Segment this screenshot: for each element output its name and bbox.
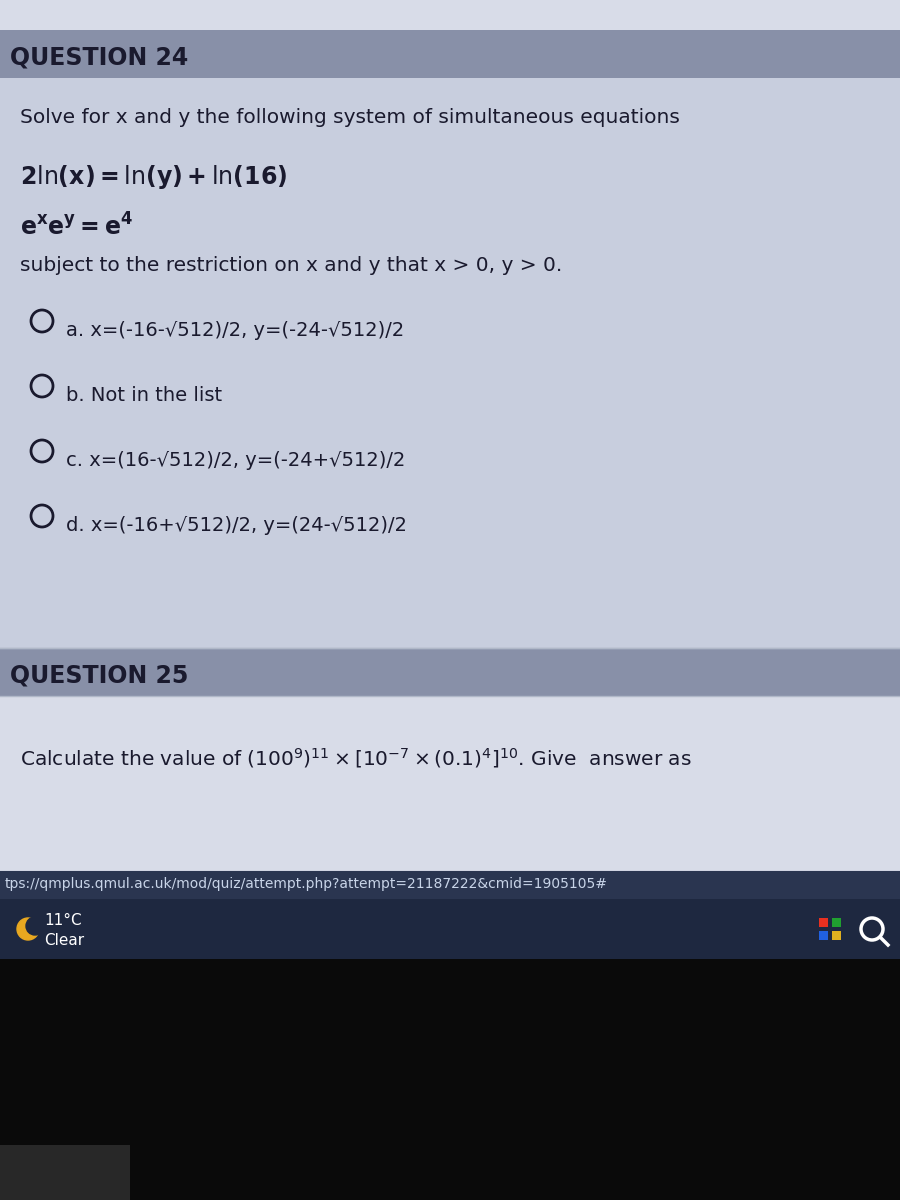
Text: tps://qmplus.qmul.ac.uk/mod/quiz/attempt.php?attempt=21187222&cmid=1905105#: tps://qmplus.qmul.ac.uk/mod/quiz/attempt… bbox=[5, 877, 608, 890]
Text: 11°C: 11°C bbox=[44, 913, 82, 928]
Text: a. x=(-16-√512)/2, y=(-24-√512)/2: a. x=(-16-√512)/2, y=(-24-√512)/2 bbox=[66, 320, 404, 340]
FancyBboxPatch shape bbox=[819, 931, 828, 940]
FancyBboxPatch shape bbox=[832, 931, 841, 940]
Text: QUESTION 25: QUESTION 25 bbox=[10, 664, 188, 688]
FancyBboxPatch shape bbox=[0, 30, 900, 78]
Text: $\mathbf{e^{x}e^{y} = e^{4}}$: $\mathbf{e^{x}e^{y} = e^{4}}$ bbox=[20, 214, 133, 240]
FancyBboxPatch shape bbox=[0, 1145, 130, 1200]
Text: d. x=(-16+√512)/2, y=(24-√512)/2: d. x=(-16+√512)/2, y=(24-√512)/2 bbox=[66, 516, 407, 535]
Text: b. Not in the list: b. Not in the list bbox=[66, 386, 222, 404]
Text: QUESTION 24: QUESTION 24 bbox=[10, 46, 188, 70]
FancyBboxPatch shape bbox=[0, 899, 900, 959]
FancyBboxPatch shape bbox=[0, 696, 900, 871]
FancyBboxPatch shape bbox=[0, 959, 900, 1200]
Text: Clear: Clear bbox=[44, 934, 84, 948]
FancyBboxPatch shape bbox=[0, 0, 900, 30]
FancyBboxPatch shape bbox=[0, 648, 900, 696]
FancyBboxPatch shape bbox=[0, 871, 900, 899]
Text: c. x=(16-√512)/2, y=(-24+√512)/2: c. x=(16-√512)/2, y=(-24+√512)/2 bbox=[66, 451, 405, 470]
Text: $\mathbf{2\ln(x) = \ln(y) + \ln(16)}$: $\mathbf{2\ln(x) = \ln(y) + \ln(16)}$ bbox=[20, 163, 287, 191]
Text: Calculate the value of $(100^{9})^{11} \times [10^{-7} \times (0.1)^{4}]^{10}$. : Calculate the value of $(100^{9})^{11} \… bbox=[20, 746, 692, 770]
Circle shape bbox=[26, 917, 44, 935]
FancyBboxPatch shape bbox=[0, 78, 900, 648]
FancyBboxPatch shape bbox=[819, 918, 828, 926]
Circle shape bbox=[17, 918, 39, 940]
FancyBboxPatch shape bbox=[832, 918, 841, 926]
Text: Solve for x and y the following system of simultaneous equations: Solve for x and y the following system o… bbox=[20, 108, 679, 127]
Text: subject to the restriction on x and y that x > 0, y > 0.: subject to the restriction on x and y th… bbox=[20, 256, 562, 275]
